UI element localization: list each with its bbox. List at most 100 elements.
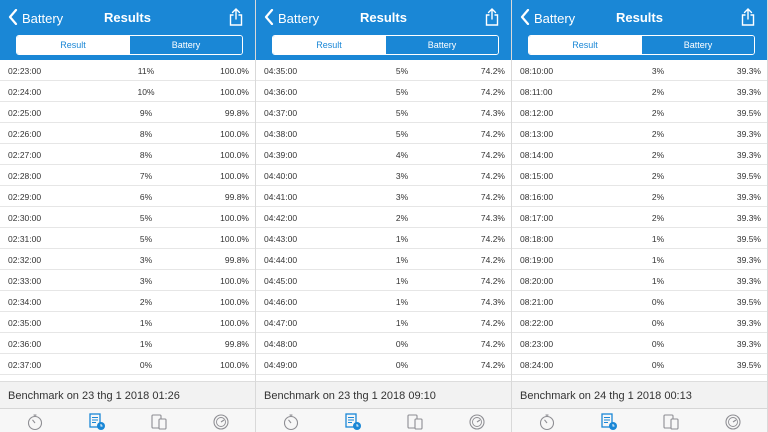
row-battery-level: 2%	[651, 150, 665, 160]
row-time: 02:36:00	[8, 339, 42, 349]
row-battery-level: 0%	[651, 318, 665, 328]
row-result-value: 39.3%	[736, 192, 761, 202]
row-time: 04:46:00	[264, 297, 298, 307]
table-row: 02:34:00 2% 100.0%	[0, 291, 255, 312]
table-row: 04:36:00 5% 74.2%	[256, 81, 511, 102]
segmented-control: Result Battery	[528, 35, 755, 55]
row-result-value: 39.3%	[736, 276, 761, 286]
table-row: 08:24:00 0% 39.5%	[512, 354, 767, 375]
table-row: 08:11:00 2% 39.3%	[512, 81, 767, 102]
page-title: Results	[616, 10, 663, 25]
row-battery-level: 2%	[651, 171, 665, 181]
row-time: 02:32:00	[8, 255, 42, 265]
row-battery-level: 0%	[395, 339, 409, 349]
devices-icon[interactable]	[406, 413, 424, 431]
row-result-value: 74.2%	[480, 318, 505, 328]
row-time: 04:41:00	[264, 192, 298, 202]
row-battery-level: 6%	[139, 192, 153, 202]
row-result-value: 100.0%	[220, 297, 249, 307]
row-battery-level: 0%	[651, 339, 665, 349]
share-icon[interactable]	[485, 8, 499, 26]
speedometer-icon[interactable]	[212, 413, 230, 431]
table-row: 02:37:00 0% 100.0%	[0, 354, 255, 375]
row-battery-level: 1%	[395, 276, 409, 286]
speedometer-icon[interactable]	[724, 413, 742, 431]
devices-icon[interactable]	[150, 413, 168, 431]
stopwatch-icon[interactable]	[282, 413, 300, 431]
row-time: 08:23:00	[520, 339, 554, 349]
row-battery-level: 8%	[139, 150, 153, 160]
table-row: 08:19:00 1% 39.3%	[512, 249, 767, 270]
row-time: 02:25:00	[8, 108, 42, 118]
row-battery-level: 2%	[651, 108, 665, 118]
row-time: 04:48:00	[264, 339, 298, 349]
page-title: Results	[104, 10, 151, 25]
row-result-value: 100.0%	[220, 213, 249, 223]
speedometer-icon[interactable]	[468, 413, 486, 431]
back-button[interactable]: Battery	[520, 8, 576, 28]
results-doc-icon[interactable]	[344, 413, 362, 431]
back-button-label: Battery	[534, 11, 576, 26]
row-time: 04:39:00	[264, 150, 298, 160]
devices-icon[interactable]	[662, 413, 680, 431]
back-button[interactable]: Battery	[264, 8, 319, 28]
table-row: 04:39:00 4% 74.2%	[256, 144, 511, 165]
benchmark-footer: Benchmark on 23 thg 1 2018 01:26	[0, 381, 255, 408]
row-time: 02:34:00	[8, 297, 42, 307]
table-row: 08:18:00 1% 39.5%	[512, 228, 767, 249]
row-time: 02:26:00	[8, 129, 42, 139]
stopwatch-icon[interactable]	[26, 413, 44, 431]
table-row: 08:22:00 0% 39.3%	[512, 312, 767, 333]
row-time: 08:18:00	[520, 234, 554, 244]
row-battery-level: 0%	[395, 360, 409, 370]
table-row: 08:17:00 2% 39.3%	[512, 207, 767, 228]
row-time: 04:47:00	[264, 318, 298, 328]
segment-result[interactable]: Result	[529, 36, 641, 54]
table-row: 04:35:00 5% 74.2%	[256, 60, 511, 81]
row-battery-level: 10%	[137, 87, 155, 97]
results-table: 08:10:00 3% 39.3% 08:11:00 2% 39.3% 08:12:00 2%…	[512, 60, 767, 396]
row-battery-level: 2%	[139, 297, 153, 307]
segment-battery[interactable]: Battery	[129, 36, 242, 54]
row-result-value: 100.0%	[220, 171, 249, 181]
tab-bar	[256, 408, 511, 432]
table-row: 08:10:00 3% 39.3%	[512, 60, 767, 81]
results-table: 04:35:00 5% 74.2% 04:36:00 5% 74.2% 04:37:00 5%…	[256, 60, 511, 396]
row-result-value: 39.3%	[736, 318, 761, 328]
back-button[interactable]: Battery	[8, 8, 64, 28]
table-row: 02:35:00 1% 100.0%	[0, 312, 255, 333]
row-result-value: 100.0%	[220, 276, 249, 286]
row-battery-level: 2%	[395, 213, 409, 223]
benchmark-date-label: Benchmark on 23 thg 1 2018 09:10	[264, 390, 436, 402]
table-row: 02:28:00 7% 100.0%	[0, 165, 255, 186]
segment-battery[interactable]: Battery	[385, 36, 498, 54]
row-result-value: 39.3%	[736, 339, 761, 349]
row-result-value: 74.2%	[480, 171, 505, 181]
results-doc-icon[interactable]	[600, 413, 618, 431]
row-battery-level: 3%	[395, 192, 409, 202]
row-time: 02:37:00	[8, 360, 42, 370]
segment-result[interactable]: Result	[17, 36, 129, 54]
table-row: 04:43:00 1% 74.2%	[256, 228, 511, 249]
results-doc-icon[interactable]	[88, 413, 106, 431]
benchmark-date-label: Benchmark on 23 thg 1 2018 01:26	[8, 390, 180, 402]
row-time: 08:22:00	[520, 318, 554, 328]
share-icon[interactable]	[741, 8, 755, 26]
back-button-label: Battery	[22, 11, 64, 26]
row-result-value: 39.5%	[736, 297, 761, 307]
row-result-value: 39.5%	[736, 108, 761, 118]
row-battery-level: 2%	[651, 87, 665, 97]
table-row: 02:23:00 11% 100.0%	[0, 60, 255, 81]
row-time: 02:31:00	[8, 234, 42, 244]
row-battery-level: 5%	[395, 87, 409, 97]
row-battery-level: 1%	[395, 318, 409, 328]
stopwatch-icon[interactable]	[538, 413, 556, 431]
navigation-bar: Battery Results Result Battery	[512, 0, 767, 60]
row-time: 08:12:00	[520, 108, 554, 118]
segment-result[interactable]: Result	[273, 36, 385, 54]
share-icon[interactable]	[229, 8, 243, 26]
row-time: 08:14:00	[520, 150, 554, 160]
segment-battery[interactable]: Battery	[641, 36, 754, 54]
table-row: 04:48:00 0% 74.2%	[256, 333, 511, 354]
row-result-value: 74.2%	[480, 339, 505, 349]
